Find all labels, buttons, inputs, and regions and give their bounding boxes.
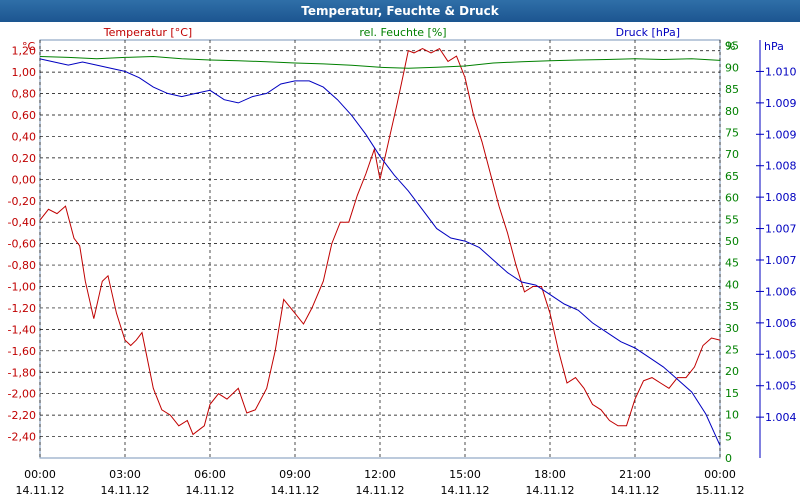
humidity-tick-label: 60 — [725, 192, 739, 205]
x-tick-date: 14.11.12 — [186, 484, 235, 497]
pressure-tick-label: 1.005 — [765, 348, 797, 361]
humidity-tick-label: 30 — [725, 322, 739, 335]
temperature-tick-label: -1,80 — [8, 366, 36, 379]
humidity-tick-label: 75 — [725, 126, 739, 139]
pressure-tick-label: 1.009 — [765, 128, 797, 141]
x-tick-time: 15:00 — [449, 468, 481, 481]
x-tick-date: 14.11.12 — [611, 484, 660, 497]
pressure-tick-label: 1.004 — [765, 411, 797, 424]
humidity-tick-label: 70 — [725, 148, 739, 161]
pressure-axis: 1.010 1.009 1.009 1.008 1.008 1.007 1.007 1.006… — [756, 40, 797, 458]
x-tick-time: 00:00 — [24, 468, 56, 481]
x-tick-time: 06:00 — [194, 468, 226, 481]
humidity-tick-label: 50 — [725, 235, 739, 248]
x-tick-time: 09:00 — [279, 468, 311, 481]
temperature-tick-label: 0,40 — [12, 130, 37, 143]
humidity-tick-label: 80 — [725, 105, 739, 118]
humidity-tick-label: 5 — [725, 430, 732, 443]
humidity-tick-label: 55 — [725, 213, 739, 226]
x-axis: 00:00 14.11.12 03:00 14.11.12 06:00 14.11.12 0… — [16, 468, 745, 497]
pressure-axis-label: Druck [hPa] — [616, 26, 680, 39]
temperature-tick-label: 1,20 — [12, 45, 37, 58]
humidity-tick-label: 85 — [725, 83, 739, 96]
humidity-tick-label: 65 — [725, 170, 739, 183]
x-tick-date: 15.11.12 — [696, 484, 745, 497]
x-tick-time: 00:00 — [704, 468, 736, 481]
chart-area: 1,20 1,00 0,80 0,60 0,40 0,20 0,00 -0,20 -0,40 -0… — [8, 26, 797, 497]
series-line-temperature — [39, 47, 721, 436]
temperature-unit: °C — [22, 40, 36, 53]
pressure-tick-label: 1.008 — [765, 191, 797, 204]
x-tick-date: 14.11.12 — [16, 484, 65, 497]
pressure-tick-label: 1.008 — [765, 160, 797, 173]
humidity-tick-label: 10 — [725, 409, 739, 422]
pressure-tick-label: 1.006 — [765, 317, 797, 330]
x-tick-date: 14.11.12 — [526, 484, 575, 497]
series-group — [39, 47, 721, 446]
humidity-tick-label: 35 — [725, 300, 739, 313]
humidity-tick-label: 95 — [725, 40, 739, 53]
temperature-tick-label: -1,60 — [8, 345, 36, 358]
series-line-humidity — [39, 55, 721, 69]
pressure-tick-label: 1.005 — [765, 380, 797, 393]
grid — [39, 40, 721, 458]
x-tick-time: 12:00 — [364, 468, 396, 481]
temperature-axis-label: Temperatur [°C] — [103, 26, 192, 39]
temperature-tick-label: 0,80 — [12, 88, 37, 101]
temperature-tick-label: -2,40 — [8, 431, 36, 444]
temperature-tick-label: -0,80 — [8, 259, 36, 272]
temperature-tick-label: -0,40 — [8, 216, 36, 229]
temperature-tick-label: -0,60 — [8, 238, 36, 251]
x-tick-date: 14.11.12 — [271, 484, 320, 497]
x-tick-date: 14.11.12 — [101, 484, 150, 497]
pressure-tick-label: 1.007 — [765, 223, 797, 236]
x-tick-time: 18:00 — [534, 468, 566, 481]
humidity-tick-label: 0 — [725, 452, 732, 465]
pressure-unit: hPa — [764, 40, 784, 53]
temperature-tick-label: -1,40 — [8, 323, 36, 336]
humidity-tick-label: 15 — [725, 387, 739, 400]
temperature-tick-label: -2,20 — [8, 409, 36, 422]
temperature-tick-label: 0,60 — [12, 109, 37, 122]
series-line-pressure — [39, 58, 721, 446]
pressure-tick-label: 1.007 — [765, 254, 797, 267]
pressure-tick-label: 1.010 — [765, 65, 797, 78]
humidity-tick-label: 20 — [725, 365, 739, 378]
humidity-tick-label: 40 — [725, 278, 739, 291]
humidity-tick-label: 45 — [725, 257, 739, 270]
pressure-tick-label: 1.009 — [765, 97, 797, 110]
humidity-tick-label: 90 — [725, 61, 739, 74]
temperature-tick-label: 0,00 — [12, 173, 37, 186]
temperature-axis: 1,20 1,00 0,80 0,60 0,40 0,20 0,00 -0,20 -0,40 -0… — [8, 45, 36, 444]
x-tick-date: 14.11.12 — [356, 484, 405, 497]
chart-title: Temperatur, Feuchte & Druck — [0, 0, 800, 22]
temperature-tick-label: -1,20 — [8, 302, 36, 315]
temperature-tick-label: -0,20 — [8, 195, 36, 208]
temperature-tick-label: 1,00 — [12, 66, 37, 79]
x-tick-time: 03:00 — [109, 468, 141, 481]
temperature-tick-label: -2,00 — [8, 388, 36, 401]
x-tick-date: 14.11.12 — [441, 484, 490, 497]
pressure-tick-label: 1.006 — [765, 285, 797, 298]
humidity-unit: % — [725, 40, 735, 53]
temperature-tick-label: -1,00 — [8, 281, 36, 294]
humidity-tick-label: 25 — [725, 343, 739, 356]
temperature-tick-label: 0,20 — [12, 152, 37, 165]
humidity-axis-label: rel. Feuchte [%] — [359, 26, 446, 39]
x-tick-time: 21:00 — [619, 468, 651, 481]
